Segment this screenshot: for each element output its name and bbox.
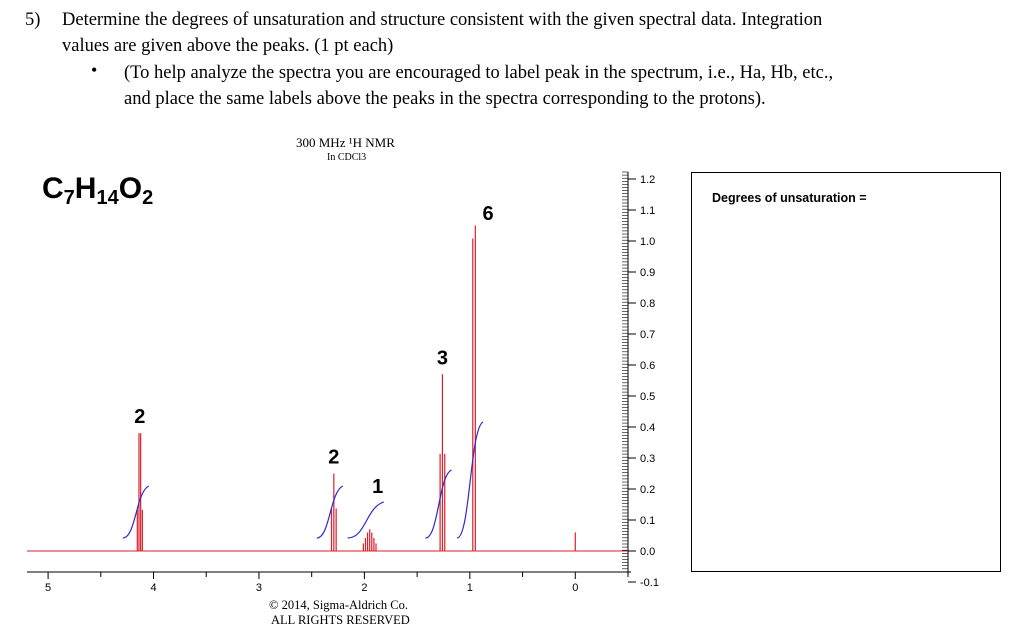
- answer-box[interactable]: Degrees of unsaturation =: [691, 172, 1001, 572]
- integral-curve: [425, 469, 452, 539]
- y-tick-label: 1.2: [640, 174, 655, 186]
- degrees-unsaturation-label: Degrees of unsaturation =: [712, 191, 867, 205]
- x-tick-label: 3: [256, 582, 262, 594]
- spectrum-title: 300 MHz ¹H NMR: [296, 135, 395, 150]
- y-tick-label: 0.6: [640, 360, 655, 372]
- integration-label: 6: [482, 203, 493, 225]
- formula-o-count: 2: [142, 187, 154, 209]
- y-tick-label: 0.9: [640, 267, 655, 279]
- x-tick-label: 1: [467, 582, 473, 594]
- bullet-icon: •: [91, 60, 98, 80]
- integral-curve: [122, 485, 150, 539]
- y-tick-label: 0.0: [640, 546, 655, 558]
- formula-h-count: 14: [96, 187, 119, 209]
- formula-h: H: [74, 172, 97, 205]
- y-tick-label: 0.3: [640, 453, 655, 465]
- x-tick-label: 0: [572, 582, 578, 594]
- y-tick-label: 1.1: [640, 205, 655, 217]
- question-text-line2: values are given above the peaks. (1 pt …: [62, 36, 394, 56]
- integral-curve: [347, 501, 384, 539]
- question-number: 5): [25, 10, 41, 30]
- y-tick-label: 0.2: [640, 484, 655, 496]
- integration-label: 3: [437, 347, 448, 369]
- bullet-text-line1: (To help analyze the spectra you are enc…: [124, 63, 834, 83]
- formula-o: O: [118, 172, 143, 205]
- formula-c-count: 7: [63, 187, 75, 209]
- integral-curve: [456, 421, 484, 539]
- spectrum-solvent: In CDCl3: [327, 152, 367, 163]
- y-tick-label: 0.1: [640, 515, 655, 527]
- y-tick-label: 0.5: [640, 391, 655, 403]
- y-tick-label: 1.0: [640, 236, 655, 248]
- integration-label: 2: [134, 406, 145, 428]
- y-tick-label: 0.7: [640, 329, 655, 341]
- question-text-line1: Determine the degrees of unsaturation an…: [62, 10, 823, 30]
- integration-label: 1: [372, 476, 383, 498]
- y-tick-label: 0.8: [640, 298, 655, 310]
- molecular-formula: C7H14O2: [42, 172, 153, 210]
- copyright-line1: © 2014, Sigma-Aldrich Co.: [269, 598, 409, 612]
- integral-curve: [316, 485, 344, 539]
- integration-label: 2: [328, 447, 339, 469]
- bullet-text-line2: and place the same labels above the peak…: [124, 89, 766, 109]
- copyright-line2: ALL RIGHTS RESERVED: [271, 613, 410, 627]
- y-tick-label: -0.1: [640, 577, 659, 589]
- x-tick-label: 2: [361, 582, 367, 594]
- formula-c: C: [42, 172, 64, 205]
- x-tick-label: 4: [150, 582, 156, 594]
- y-tick-label: 0.4: [640, 422, 655, 434]
- x-tick-label: 5: [45, 582, 51, 594]
